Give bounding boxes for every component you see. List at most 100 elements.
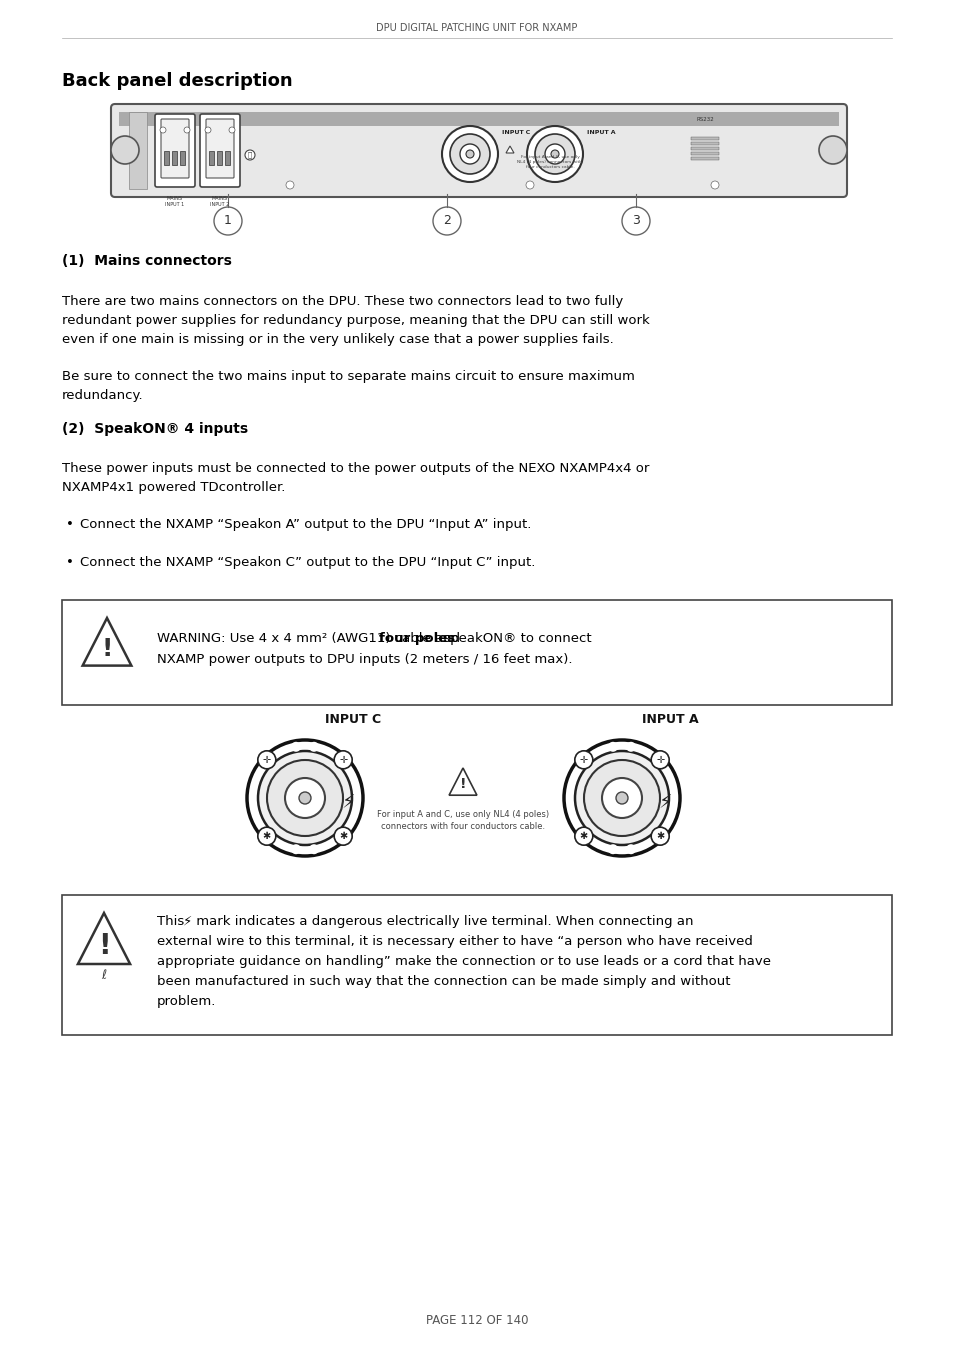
Polygon shape bbox=[83, 617, 132, 666]
Circle shape bbox=[160, 127, 166, 132]
Circle shape bbox=[334, 827, 352, 846]
Circle shape bbox=[433, 207, 460, 235]
FancyBboxPatch shape bbox=[206, 119, 233, 178]
Text: ⚡: ⚡ bbox=[182, 915, 192, 928]
Circle shape bbox=[625, 742, 636, 751]
Text: INPUT A: INPUT A bbox=[586, 130, 615, 135]
Circle shape bbox=[601, 778, 641, 817]
Text: (2)  SpeakON® 4 inputs: (2) SpeakON® 4 inputs bbox=[62, 422, 248, 436]
Circle shape bbox=[575, 827, 592, 846]
Bar bbox=[690, 136, 719, 141]
Text: For input A and C, use only
NL4 (4 poles) connectors with
four conductors cable.: For input A and C, use only NL4 (4 poles… bbox=[517, 155, 582, 169]
Text: !: ! bbox=[97, 932, 111, 961]
Circle shape bbox=[334, 751, 352, 769]
Bar bbox=[129, 112, 147, 189]
Circle shape bbox=[607, 844, 618, 854]
Text: NXAMP4x1 powered TDcontroller.: NXAMP4x1 powered TDcontroller. bbox=[62, 481, 285, 494]
Text: NXAMP power outputs to DPU inputs (2 meters / 16 feet max).: NXAMP power outputs to DPU inputs (2 met… bbox=[157, 653, 572, 666]
Circle shape bbox=[441, 126, 497, 182]
Circle shape bbox=[450, 134, 490, 174]
Circle shape bbox=[651, 751, 668, 769]
Circle shape bbox=[818, 136, 846, 163]
Text: (1)  Mains connectors: (1) Mains connectors bbox=[62, 254, 232, 267]
Bar bbox=[216, 151, 222, 165]
Text: external wire to this terminal, it is necessary either to have “a person who hav: external wire to this terminal, it is ne… bbox=[157, 935, 752, 948]
Text: connectors with four conductors cable.: connectors with four conductors cable. bbox=[380, 821, 544, 831]
Text: ⏚: ⏚ bbox=[248, 151, 252, 158]
Text: There are two mains connectors on the DPU. These two connectors lead to two full: There are two mains connectors on the DP… bbox=[62, 295, 622, 308]
Circle shape bbox=[535, 134, 575, 174]
Circle shape bbox=[298, 792, 311, 804]
Polygon shape bbox=[505, 146, 514, 153]
Text: ✛: ✛ bbox=[338, 755, 347, 765]
Text: ℓ: ℓ bbox=[101, 969, 107, 982]
Bar bbox=[690, 153, 719, 155]
Text: These power inputs must be connected to the power outputs of the NEXO NXAMP4x4 o: These power inputs must be connected to … bbox=[62, 462, 649, 476]
Circle shape bbox=[616, 792, 627, 804]
Bar bbox=[172, 151, 177, 165]
Text: 3: 3 bbox=[632, 215, 639, 227]
Circle shape bbox=[575, 751, 668, 844]
Text: ✱: ✱ bbox=[262, 831, 271, 842]
FancyBboxPatch shape bbox=[154, 113, 194, 186]
Text: MAINS
INPUT 2: MAINS INPUT 2 bbox=[211, 196, 230, 207]
Polygon shape bbox=[449, 767, 476, 796]
Circle shape bbox=[710, 181, 719, 189]
Text: DPU DIGITAL PATCHING UNIT FOR NXAMP: DPU DIGITAL PATCHING UNIT FOR NXAMP bbox=[375, 23, 578, 32]
Text: •: • bbox=[66, 557, 73, 569]
FancyBboxPatch shape bbox=[62, 894, 891, 1035]
Text: RS232: RS232 bbox=[696, 118, 713, 122]
Circle shape bbox=[526, 126, 582, 182]
Text: ✱: ✱ bbox=[579, 831, 587, 842]
Circle shape bbox=[257, 751, 352, 844]
Circle shape bbox=[245, 150, 254, 159]
Text: Back panel description: Back panel description bbox=[62, 72, 293, 91]
Bar bbox=[209, 151, 213, 165]
Polygon shape bbox=[78, 913, 130, 965]
Text: ✛: ✛ bbox=[579, 755, 587, 765]
Text: This: This bbox=[157, 915, 189, 928]
Text: appropriate guidance on handling” make the connection or to use leads or a cord : appropriate guidance on handling” make t… bbox=[157, 955, 770, 969]
Circle shape bbox=[257, 751, 275, 769]
Circle shape bbox=[651, 827, 668, 846]
Text: redundant power supplies for redundancy purpose, meaning that the DPU can still : redundant power supplies for redundancy … bbox=[62, 313, 649, 327]
Circle shape bbox=[247, 740, 363, 857]
Text: For input A and C, use only NL4 (4 poles): For input A and C, use only NL4 (4 poles… bbox=[376, 811, 549, 819]
Circle shape bbox=[285, 778, 325, 817]
Circle shape bbox=[267, 761, 343, 836]
Circle shape bbox=[621, 207, 649, 235]
Text: INPUT C: INPUT C bbox=[325, 713, 381, 725]
FancyBboxPatch shape bbox=[111, 104, 846, 197]
Text: four poles: four poles bbox=[379, 632, 455, 644]
Text: 2: 2 bbox=[442, 215, 451, 227]
Circle shape bbox=[286, 181, 294, 189]
Bar bbox=[180, 151, 185, 165]
Circle shape bbox=[575, 751, 592, 769]
Text: Connect the NXAMP “Speakon C” output to the DPU “Input C” input.: Connect the NXAMP “Speakon C” output to … bbox=[80, 557, 535, 569]
Text: INPUT A: INPUT A bbox=[641, 713, 698, 725]
FancyBboxPatch shape bbox=[687, 135, 721, 165]
Text: Connect the NXAMP “Speakon A” output to the DPU “Input A” input.: Connect the NXAMP “Speakon A” output to … bbox=[80, 517, 531, 531]
Bar bbox=[690, 147, 719, 150]
Text: WARNING: Use 4 x 4 mm² (AWG11) cable and: WARNING: Use 4 x 4 mm² (AWG11) cable and bbox=[157, 632, 464, 644]
Text: MAINS
INPUT 1: MAINS INPUT 1 bbox=[165, 196, 185, 207]
Circle shape bbox=[551, 150, 558, 158]
Text: Be sure to connect the two mains input to separate mains circuit to ensure maxim: Be sure to connect the two mains input t… bbox=[62, 370, 634, 382]
Text: ⚡: ⚡ bbox=[658, 793, 671, 812]
Bar bbox=[690, 157, 719, 159]
Text: redundancy.: redundancy. bbox=[62, 389, 144, 403]
Circle shape bbox=[205, 127, 211, 132]
FancyBboxPatch shape bbox=[62, 600, 891, 705]
Text: mark indicates a dangerous electrically live terminal. When connecting an: mark indicates a dangerous electrically … bbox=[193, 915, 693, 928]
Text: problem.: problem. bbox=[157, 994, 216, 1008]
Circle shape bbox=[607, 742, 618, 751]
Circle shape bbox=[525, 181, 534, 189]
Text: •: • bbox=[66, 517, 73, 531]
FancyBboxPatch shape bbox=[161, 119, 189, 178]
Text: !: ! bbox=[101, 636, 112, 661]
Circle shape bbox=[291, 742, 300, 751]
Text: 1: 1 bbox=[224, 215, 232, 227]
Circle shape bbox=[309, 844, 318, 854]
Circle shape bbox=[583, 761, 659, 836]
FancyBboxPatch shape bbox=[200, 113, 240, 186]
